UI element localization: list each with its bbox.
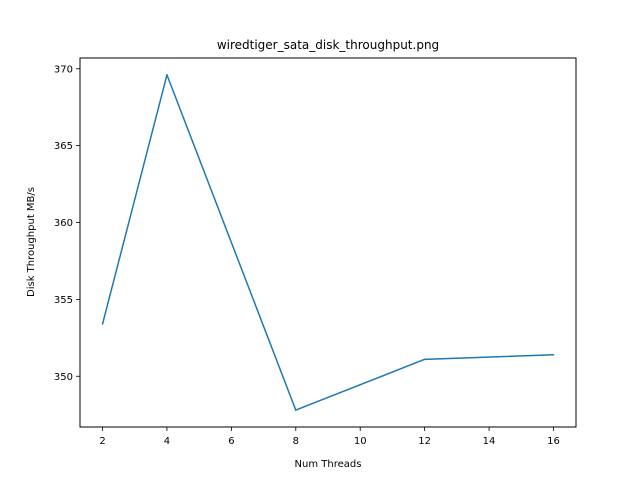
y-axis: 350 355 360 365 370 — [54, 64, 80, 383]
y-axis-label: Disk Throughput MB/s — [26, 187, 37, 297]
x-tick-label: 14 — [483, 436, 496, 447]
x-tick-label: 10 — [354, 436, 367, 447]
x-tick-label: 4 — [164, 436, 170, 447]
x-tick-label: 8 — [293, 436, 299, 447]
chart-title: wiredtiger_sata_disk_throughput.png — [217, 38, 439, 52]
series-layer — [101, 74, 555, 411]
plot-area — [80, 58, 576, 427]
data-point — [101, 323, 104, 325]
y-tick-label: 365 — [54, 141, 73, 152]
y-tick-label: 350 — [54, 372, 73, 383]
x-tick-label: 6 — [228, 436, 234, 447]
y-tick-label: 360 — [54, 218, 73, 229]
plot-frame — [79, 57, 577, 428]
data-point — [552, 353, 555, 356]
x-tick-label: 16 — [547, 436, 560, 447]
y-tick-label: 355 — [54, 295, 73, 306]
y-tick-label: 370 — [54, 64, 73, 75]
data-point — [294, 409, 297, 411]
x-axis: 2 4 6 8 10 12 14 16 — [99, 427, 560, 447]
x-axis-label: Num Threads — [295, 459, 362, 470]
x-tick-label: 12 — [418, 436, 431, 447]
data-point — [166, 74, 168, 76]
x-tick-label: 2 — [99, 436, 105, 447]
data-point — [423, 358, 426, 361]
